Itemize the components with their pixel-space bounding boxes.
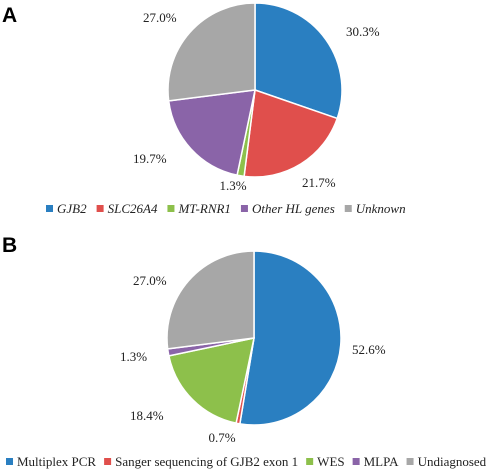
legend-item: GJB2 xyxy=(46,201,87,216)
slice-value-label: 30.3% xyxy=(346,24,380,39)
legend-swatch xyxy=(167,205,175,212)
pie-a xyxy=(167,2,343,178)
legend-item: Other HL genes xyxy=(240,201,335,216)
legend-swatch xyxy=(406,458,414,465)
pie-slice xyxy=(166,250,255,350)
legend-label: MT-RNR1 xyxy=(177,201,230,216)
panel-a-letter: A xyxy=(2,4,17,27)
slice-value-label: 52.6% xyxy=(352,342,386,357)
panel-b: B 52.6% 0.7% 18.4% 1.3% 27.0% Multiplex PCR S… xyxy=(2,234,487,469)
legend-b: Multiplex PCR Sanger sequencing of GJB2 e… xyxy=(6,454,487,469)
panel-a: A 30.3% 21.7% 1.3% 19.7% 27.0% GJB2 SLC26A4 MT… xyxy=(2,2,406,216)
slice-value-label: 27.0% xyxy=(133,273,167,288)
pie-slice xyxy=(254,2,343,120)
legend-swatch xyxy=(6,458,13,465)
legend-label: Multiplex PCR xyxy=(17,454,96,469)
legend-label: WES xyxy=(317,454,344,469)
legend-swatch xyxy=(352,458,360,465)
legend-item: Sanger sequencing of GJB2 exon 1 xyxy=(104,454,298,469)
legend-swatch xyxy=(306,458,314,465)
legend-a: GJB2 SLC26A4 MT-RNR1 Other HL genes Unknown xyxy=(46,201,406,216)
legend-swatch xyxy=(240,205,248,212)
slice-value-label: 1.3% xyxy=(120,349,147,364)
legend-item: Multiplex PCR xyxy=(6,454,96,469)
legend-item: Undiagnosed xyxy=(406,454,487,469)
legend-label: GJB2 xyxy=(57,201,87,216)
legend-swatch xyxy=(344,205,352,212)
slice-value-label: 1.3% xyxy=(219,178,246,193)
legend-label: Unknown xyxy=(356,201,406,216)
pie-b-labels: 52.6% 0.7% 18.4% 1.3% 27.0% xyxy=(120,273,386,445)
pie-slice xyxy=(167,2,256,102)
panel-b-letter: B xyxy=(2,234,17,257)
legend-swatch xyxy=(104,458,112,465)
pie-slice xyxy=(167,89,256,177)
legend-item: MLPA xyxy=(352,454,400,469)
pie-slice xyxy=(243,88,339,178)
legend-swatch xyxy=(46,205,53,212)
slice-value-label: 27.0% xyxy=(143,10,177,25)
legend-label: SLC26A4 xyxy=(108,201,158,216)
legend-label: MLPA xyxy=(364,454,400,469)
legend-item: Unknown xyxy=(344,201,406,216)
pie-slice xyxy=(238,250,342,426)
legend-item: SLC26A4 xyxy=(96,201,158,216)
slice-value-label: 18.4% xyxy=(130,408,164,423)
slice-value-label: 0.7% xyxy=(208,430,235,445)
pie-slice xyxy=(167,337,255,425)
slice-value-label: 19.7% xyxy=(133,151,167,166)
legend-item: MT-RNR1 xyxy=(167,201,231,216)
legend-label: Undiagnosed xyxy=(418,454,487,469)
legend-swatch xyxy=(96,205,104,212)
legend-item: WES xyxy=(306,454,345,469)
legend-label: Other HL genes xyxy=(252,201,335,216)
pie-a-labels: 30.3% 21.7% 1.3% 19.7% 27.0% xyxy=(133,10,380,193)
slice-value-label: 21.7% xyxy=(302,175,336,190)
pie-b xyxy=(166,250,342,426)
legend-label: Sanger sequencing of GJB2 exon 1 xyxy=(115,454,298,469)
